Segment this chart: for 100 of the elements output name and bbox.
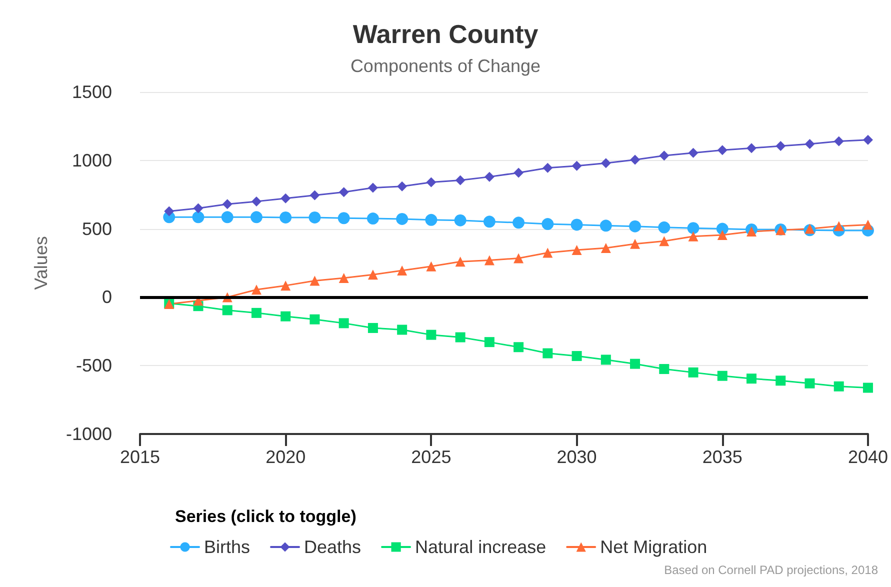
point — [484, 255, 494, 266]
point — [746, 143, 756, 154]
point — [542, 248, 553, 258]
point — [484, 172, 494, 182]
x-tick-label: 2035 — [702, 447, 742, 467]
y-tick-label: -1000 — [66, 424, 112, 444]
point — [834, 221, 844, 232]
point — [338, 187, 349, 198]
point — [600, 354, 611, 365]
point — [804, 224, 815, 234]
point — [804, 138, 815, 149]
point — [250, 211, 262, 224]
y-tick-label: 500 — [82, 218, 112, 239]
point — [280, 193, 291, 204]
point — [746, 374, 756, 384]
point — [426, 330, 436, 340]
x-tick-label: 2015 — [120, 447, 160, 467]
point — [484, 337, 494, 348]
point — [280, 311, 291, 322]
point — [221, 211, 234, 224]
point — [397, 324, 408, 335]
point — [454, 214, 466, 226]
point — [514, 253, 524, 264]
point — [570, 218, 583, 231]
point — [396, 212, 408, 225]
point — [688, 231, 698, 242]
x-tick-label: 2040 — [848, 447, 888, 467]
point — [483, 216, 496, 228]
point — [630, 358, 640, 369]
point — [310, 314, 320, 324]
point — [862, 220, 873, 230]
point — [397, 181, 408, 192]
point — [514, 342, 524, 352]
point — [542, 218, 554, 230]
point — [572, 351, 582, 362]
point — [659, 236, 670, 246]
point — [338, 212, 350, 224]
chart-subtitle: Components of Change — [350, 56, 541, 76]
point — [368, 322, 378, 333]
point — [687, 222, 700, 234]
point — [717, 145, 728, 156]
x-tick-label: 2025 — [411, 447, 452, 467]
y-tick-label: 1000 — [72, 150, 112, 170]
legend-title: Series (click to toggle) — [175, 507, 356, 526]
x-tick-label: 2020 — [266, 447, 306, 467]
point — [600, 242, 611, 253]
point — [338, 273, 349, 284]
point — [222, 199, 232, 210]
point — [310, 276, 320, 286]
point — [542, 162, 553, 173]
chart-title: Warren County — [352, 19, 539, 49]
text: Based on Cornell PAD projections, 2018 — [664, 563, 878, 577]
point — [630, 154, 640, 165]
point — [834, 381, 844, 392]
y-tick-label: 1500 — [72, 82, 112, 102]
point — [455, 332, 466, 342]
x-tick-label: 2030 — [556, 447, 597, 467]
point — [222, 305, 232, 316]
point — [659, 364, 670, 374]
y-tick-label: 0 — [102, 287, 112, 308]
point — [717, 230, 728, 240]
point — [776, 376, 786, 386]
point — [804, 378, 815, 388]
point — [688, 367, 698, 378]
point — [455, 256, 466, 267]
y-axis-title: Values — [31, 236, 51, 290]
point — [455, 175, 466, 186]
legend-label: Net Migration — [600, 537, 708, 557]
point — [717, 370, 728, 381]
point — [368, 270, 378, 280]
point — [425, 214, 438, 226]
y-tick-label: -500 — [76, 356, 112, 376]
legend-label: Deaths — [304, 537, 362, 557]
point — [688, 148, 698, 158]
point — [629, 220, 642, 232]
point — [572, 160, 582, 171]
point — [572, 245, 582, 256]
point — [426, 177, 436, 188]
point — [862, 134, 873, 145]
point — [366, 212, 379, 225]
point — [600, 158, 611, 168]
point — [776, 141, 786, 152]
point — [251, 284, 262, 295]
point — [862, 382, 873, 393]
point — [368, 182, 378, 193]
point — [310, 190, 320, 200]
point — [600, 220, 612, 232]
point — [164, 206, 174, 216]
point — [659, 150, 670, 161]
point — [251, 196, 262, 206]
point — [746, 226, 756, 237]
point — [280, 211, 292, 224]
point — [426, 261, 436, 272]
point — [280, 280, 291, 291]
point — [338, 318, 349, 328]
point — [308, 211, 321, 224]
point — [193, 203, 204, 214]
point — [397, 266, 408, 276]
point — [834, 136, 844, 146]
point — [542, 348, 553, 358]
